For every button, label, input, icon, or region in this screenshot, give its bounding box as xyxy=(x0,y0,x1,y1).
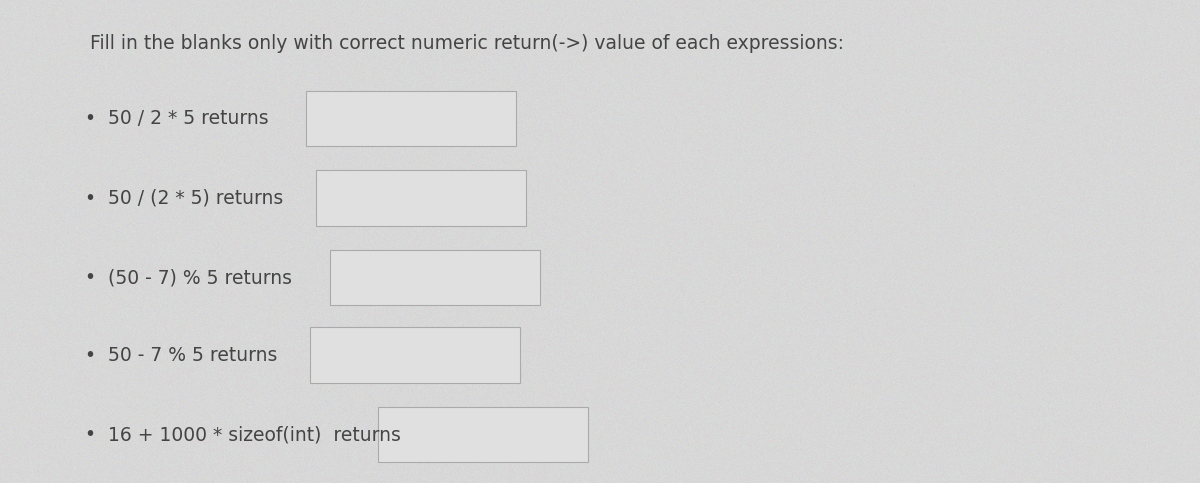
Text: 50 - 7 % 5 returns: 50 - 7 % 5 returns xyxy=(108,345,277,365)
Bar xyxy=(330,250,540,305)
Text: 50 / 2 * 5 returns: 50 / 2 * 5 returns xyxy=(108,109,269,128)
Text: (50 - 7) % 5 returns: (50 - 7) % 5 returns xyxy=(108,268,292,287)
Text: Fill in the blanks only with correct numeric return(->) value of each expression: Fill in the blanks only with correct num… xyxy=(90,34,844,53)
Bar xyxy=(378,407,588,463)
Text: •: • xyxy=(84,268,95,287)
Text: •: • xyxy=(84,109,95,128)
Text: •: • xyxy=(84,425,95,444)
Text: 16 + 1000 * sizeof(int)  returns: 16 + 1000 * sizeof(int) returns xyxy=(108,425,401,444)
Bar xyxy=(306,90,516,146)
Bar xyxy=(310,327,520,383)
Text: •: • xyxy=(84,188,95,208)
Text: •: • xyxy=(84,345,95,365)
Text: 50 / (2 * 5) returns: 50 / (2 * 5) returns xyxy=(108,188,283,208)
Bar xyxy=(316,170,526,226)
